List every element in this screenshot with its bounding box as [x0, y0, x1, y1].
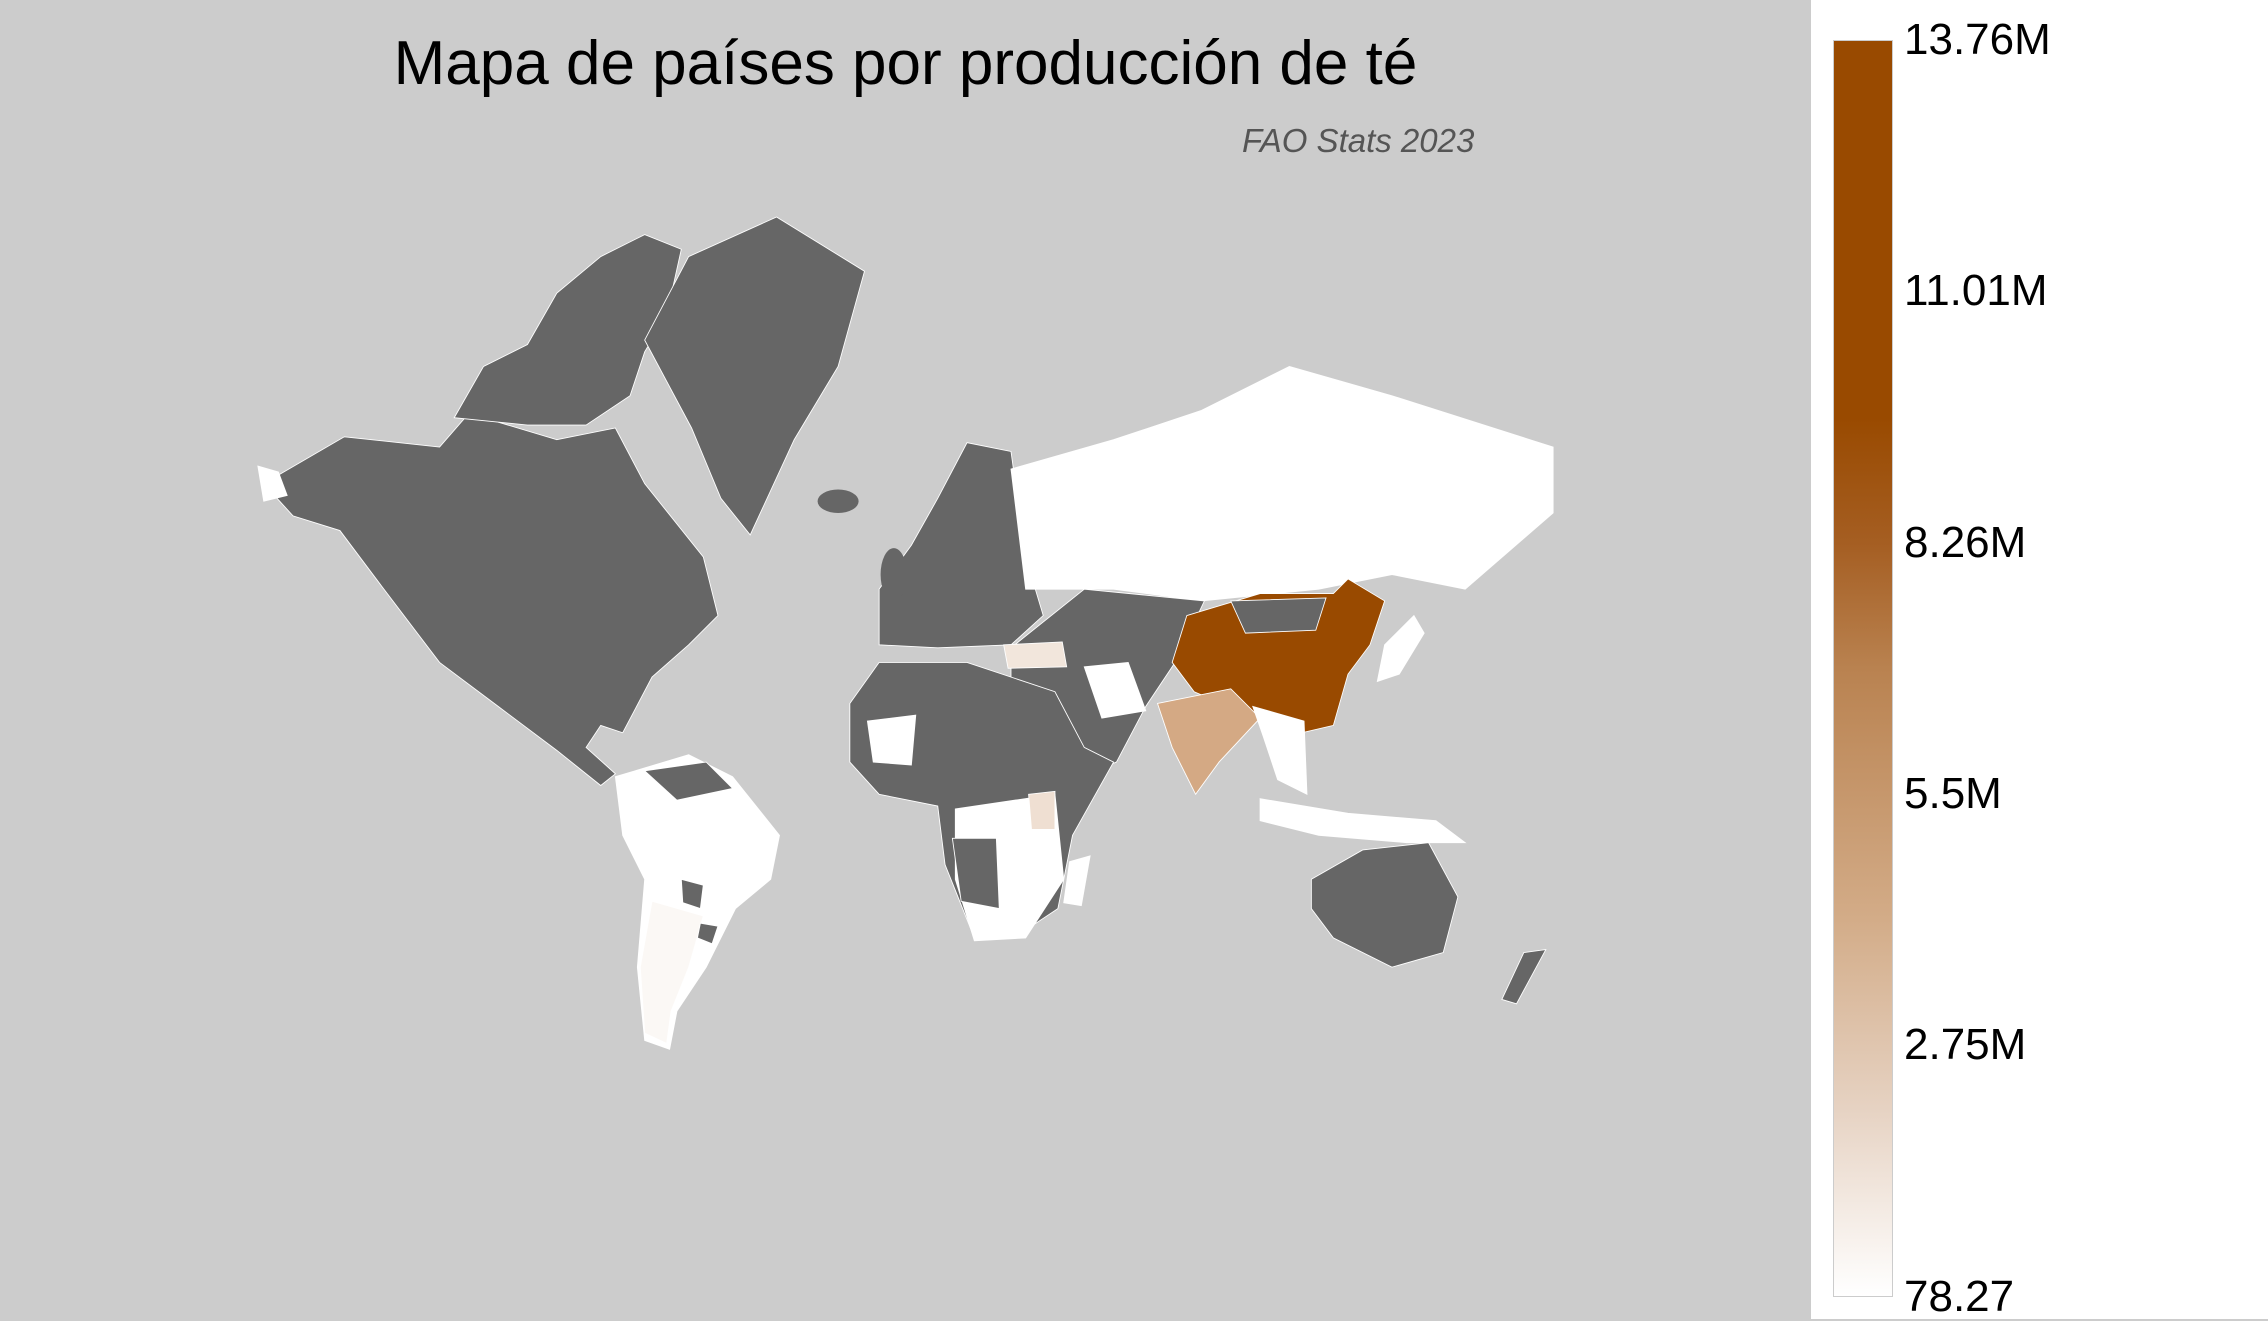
region-uruguay[interactable] [696, 922, 719, 945]
region-indonesia[interactable] [1259, 798, 1467, 844]
region-new-zealand[interactable] [1501, 949, 1547, 1005]
colorbar-tick-label: 8.26M [1904, 518, 2027, 567]
region-greenland[interactable] [644, 216, 865, 536]
colorbar-tick-label: 2.75M [1904, 1020, 2027, 1069]
region-madagascar[interactable] [1063, 855, 1091, 907]
region-mali[interactable] [866, 714, 917, 766]
map-title: Mapa de países por producción de té [393, 29, 1418, 98]
colorbar-tick-label: 11.01M [1904, 266, 2048, 315]
region-paraguay[interactable] [680, 878, 704, 910]
colorbar [1833, 40, 1893, 1297]
legend-panel: 13.76M 11.01M 8.26M 5.5M 2.75M 78.27 [1811, 0, 2268, 1319]
region-alaska-west[interactable] [257, 465, 288, 502]
region-canadian-archipelago[interactable] [453, 234, 682, 426]
colorbar-tick-label: 78.27 [1904, 1272, 2015, 1321]
region-russia[interactable] [1010, 365, 1554, 602]
region-australia[interactable] [1310, 842, 1459, 968]
colorbar-tick-label: 5.5M [1904, 769, 2002, 818]
region-uk[interactable] [880, 548, 907, 601]
region-angola[interactable] [951, 837, 1000, 910]
map-subtitle: FAO Stats 2023 [1242, 122, 1475, 159]
region-iceland[interactable] [817, 489, 859, 513]
region-north-america[interactable] [263, 412, 719, 787]
region-kenya[interactable] [1028, 790, 1056, 830]
colorbar-tick-label: 13.76M [1904, 15, 2051, 64]
region-mongolia[interactable] [1230, 597, 1327, 634]
region-india[interactable] [1156, 688, 1261, 796]
world-map [257, 216, 1554, 1050]
region-iran[interactable] [1083, 661, 1147, 719]
region-southeast-asia[interactable] [1252, 705, 1308, 796]
region-venezuela-guyana[interactable] [643, 761, 734, 801]
region-japan[interactable] [1376, 614, 1425, 683]
region-turkey[interactable] [1003, 641, 1068, 669]
